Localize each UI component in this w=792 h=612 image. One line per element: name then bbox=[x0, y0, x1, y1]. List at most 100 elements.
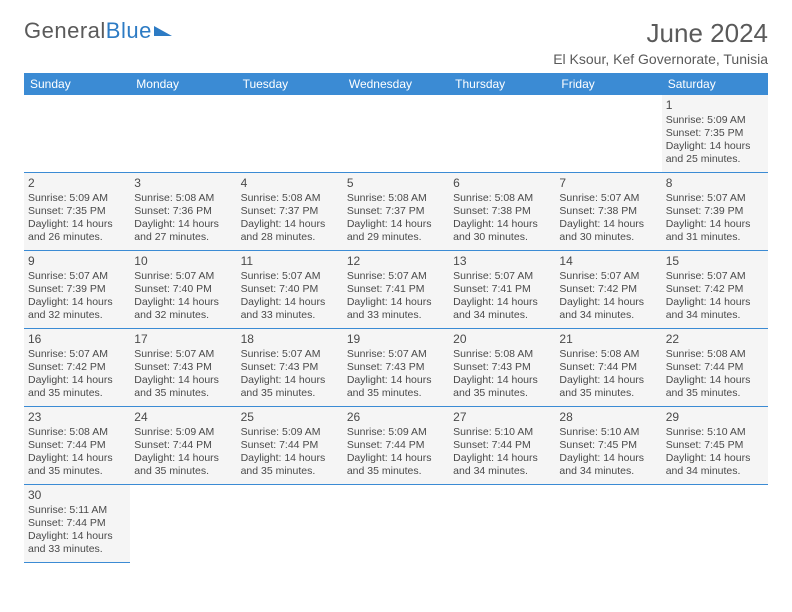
day-number: 22 bbox=[666, 332, 764, 347]
sunset-line: Sunset: 7:35 PM bbox=[28, 205, 126, 218]
calendar-cell: 13Sunrise: 5:07 AMSunset: 7:41 PMDayligh… bbox=[449, 251, 555, 329]
day-number: 15 bbox=[666, 254, 764, 269]
calendar-cell-empty bbox=[555, 485, 661, 563]
weekday-header: Thursday bbox=[449, 73, 555, 95]
sunrise-line: Sunrise: 5:07 AM bbox=[347, 270, 445, 283]
day-number: 25 bbox=[241, 410, 339, 425]
day-number: 2 bbox=[28, 176, 126, 191]
calendar-cell-empty bbox=[555, 95, 661, 173]
daylight-line-2: and 35 minutes. bbox=[347, 465, 445, 478]
daylight-line-2: and 34 minutes. bbox=[559, 465, 657, 478]
daylight-line-2: and 34 minutes. bbox=[559, 309, 657, 322]
daylight-line-1: Daylight: 14 hours bbox=[666, 452, 764, 465]
calendar-cell: 25Sunrise: 5:09 AMSunset: 7:44 PMDayligh… bbox=[237, 407, 343, 485]
calendar-cell: 29Sunrise: 5:10 AMSunset: 7:45 PMDayligh… bbox=[662, 407, 768, 485]
sunset-line: Sunset: 7:43 PM bbox=[241, 361, 339, 374]
sunrise-line: Sunrise: 5:09 AM bbox=[666, 114, 764, 127]
daylight-line-1: Daylight: 14 hours bbox=[559, 296, 657, 309]
calendar-cell: 21Sunrise: 5:08 AMSunset: 7:44 PMDayligh… bbox=[555, 329, 661, 407]
day-number: 30 bbox=[28, 488, 126, 503]
day-number: 14 bbox=[559, 254, 657, 269]
calendar-cell-empty bbox=[449, 95, 555, 173]
weekday-header: Sunday bbox=[24, 73, 130, 95]
calendar-cell: 1Sunrise: 5:09 AMSunset: 7:35 PMDaylight… bbox=[662, 95, 768, 173]
sunset-line: Sunset: 7:43 PM bbox=[347, 361, 445, 374]
daylight-line-2: and 28 minutes. bbox=[241, 231, 339, 244]
weekday-header: Wednesday bbox=[343, 73, 449, 95]
sunrise-line: Sunrise: 5:08 AM bbox=[666, 348, 764, 361]
weekday-header: Tuesday bbox=[237, 73, 343, 95]
daylight-line-1: Daylight: 14 hours bbox=[28, 296, 126, 309]
sunset-line: Sunset: 7:39 PM bbox=[666, 205, 764, 218]
daylight-line-1: Daylight: 14 hours bbox=[241, 374, 339, 387]
day-number: 18 bbox=[241, 332, 339, 347]
calendar-cell: 7Sunrise: 5:07 AMSunset: 7:38 PMDaylight… bbox=[555, 173, 661, 251]
day-number: 19 bbox=[347, 332, 445, 347]
daylight-line-2: and 30 minutes. bbox=[559, 231, 657, 244]
daylight-line-2: and 32 minutes. bbox=[134, 309, 232, 322]
day-number: 17 bbox=[134, 332, 232, 347]
daylight-line-1: Daylight: 14 hours bbox=[28, 218, 126, 231]
day-number: 11 bbox=[241, 254, 339, 269]
sunset-line: Sunset: 7:44 PM bbox=[666, 361, 764, 374]
sunset-line: Sunset: 7:37 PM bbox=[241, 205, 339, 218]
daylight-line-1: Daylight: 14 hours bbox=[134, 374, 232, 387]
sunrise-line: Sunrise: 5:10 AM bbox=[453, 426, 551, 439]
daylight-line-1: Daylight: 14 hours bbox=[241, 452, 339, 465]
daylight-line-1: Daylight: 14 hours bbox=[241, 218, 339, 231]
calendar-cell: 28Sunrise: 5:10 AMSunset: 7:45 PMDayligh… bbox=[555, 407, 661, 485]
sunset-line: Sunset: 7:45 PM bbox=[666, 439, 764, 452]
sunrise-line: Sunrise: 5:07 AM bbox=[241, 348, 339, 361]
sunset-line: Sunset: 7:37 PM bbox=[347, 205, 445, 218]
day-number: 24 bbox=[134, 410, 232, 425]
day-number: 20 bbox=[453, 332, 551, 347]
calendar-cell: 8Sunrise: 5:07 AMSunset: 7:39 PMDaylight… bbox=[662, 173, 768, 251]
sunset-line: Sunset: 7:42 PM bbox=[666, 283, 764, 296]
sunset-line: Sunset: 7:36 PM bbox=[134, 205, 232, 218]
calendar-cell: 18Sunrise: 5:07 AMSunset: 7:43 PMDayligh… bbox=[237, 329, 343, 407]
day-number: 21 bbox=[559, 332, 657, 347]
sunrise-line: Sunrise: 5:07 AM bbox=[559, 192, 657, 205]
page-subtitle: El Ksour, Kef Governorate, Tunisia bbox=[553, 51, 768, 67]
day-number: 5 bbox=[347, 176, 445, 191]
daylight-line-1: Daylight: 14 hours bbox=[453, 296, 551, 309]
calendar-cell-empty bbox=[237, 95, 343, 173]
sunrise-line: Sunrise: 5:11 AM bbox=[28, 504, 126, 517]
daylight-line-2: and 35 minutes. bbox=[241, 387, 339, 400]
calendar-grid: 1Sunrise: 5:09 AMSunset: 7:35 PMDaylight… bbox=[24, 95, 768, 563]
sunrise-line: Sunrise: 5:08 AM bbox=[134, 192, 232, 205]
calendar-cell-empty bbox=[24, 95, 130, 173]
calendar-cell: 9Sunrise: 5:07 AMSunset: 7:39 PMDaylight… bbox=[24, 251, 130, 329]
sunrise-line: Sunrise: 5:08 AM bbox=[453, 192, 551, 205]
sunset-line: Sunset: 7:41 PM bbox=[347, 283, 445, 296]
sunset-line: Sunset: 7:43 PM bbox=[134, 361, 232, 374]
calendar-cell: 23Sunrise: 5:08 AMSunset: 7:44 PMDayligh… bbox=[24, 407, 130, 485]
daylight-line-2: and 27 minutes. bbox=[134, 231, 232, 244]
calendar-cell: 12Sunrise: 5:07 AMSunset: 7:41 PMDayligh… bbox=[343, 251, 449, 329]
daylight-line-1: Daylight: 14 hours bbox=[559, 218, 657, 231]
calendar-cell-empty bbox=[130, 485, 236, 563]
daylight-line-1: Daylight: 14 hours bbox=[347, 296, 445, 309]
daylight-line-2: and 35 minutes. bbox=[28, 465, 126, 478]
day-number: 10 bbox=[134, 254, 232, 269]
daylight-line-2: and 35 minutes. bbox=[134, 387, 232, 400]
daylight-line-2: and 34 minutes. bbox=[453, 465, 551, 478]
calendar-cell: 30Sunrise: 5:11 AMSunset: 7:44 PMDayligh… bbox=[24, 485, 130, 563]
calendar-cell: 24Sunrise: 5:09 AMSunset: 7:44 PMDayligh… bbox=[130, 407, 236, 485]
daylight-line-2: and 32 minutes. bbox=[28, 309, 126, 322]
daylight-line-1: Daylight: 14 hours bbox=[28, 530, 126, 543]
sunset-line: Sunset: 7:40 PM bbox=[134, 283, 232, 296]
sunrise-line: Sunrise: 5:07 AM bbox=[28, 348, 126, 361]
daylight-line-1: Daylight: 14 hours bbox=[559, 374, 657, 387]
day-number: 8 bbox=[666, 176, 764, 191]
daylight-line-1: Daylight: 14 hours bbox=[453, 374, 551, 387]
daylight-line-2: and 35 minutes. bbox=[28, 387, 126, 400]
day-number: 16 bbox=[28, 332, 126, 347]
day-number: 6 bbox=[453, 176, 551, 191]
daylight-line-2: and 35 minutes. bbox=[241, 465, 339, 478]
sunrise-line: Sunrise: 5:07 AM bbox=[666, 270, 764, 283]
calendar-cell-empty bbox=[449, 485, 555, 563]
logo-text-blue: Blue bbox=[106, 18, 152, 44]
daylight-line-1: Daylight: 14 hours bbox=[559, 452, 657, 465]
daylight-line-2: and 35 minutes. bbox=[347, 387, 445, 400]
